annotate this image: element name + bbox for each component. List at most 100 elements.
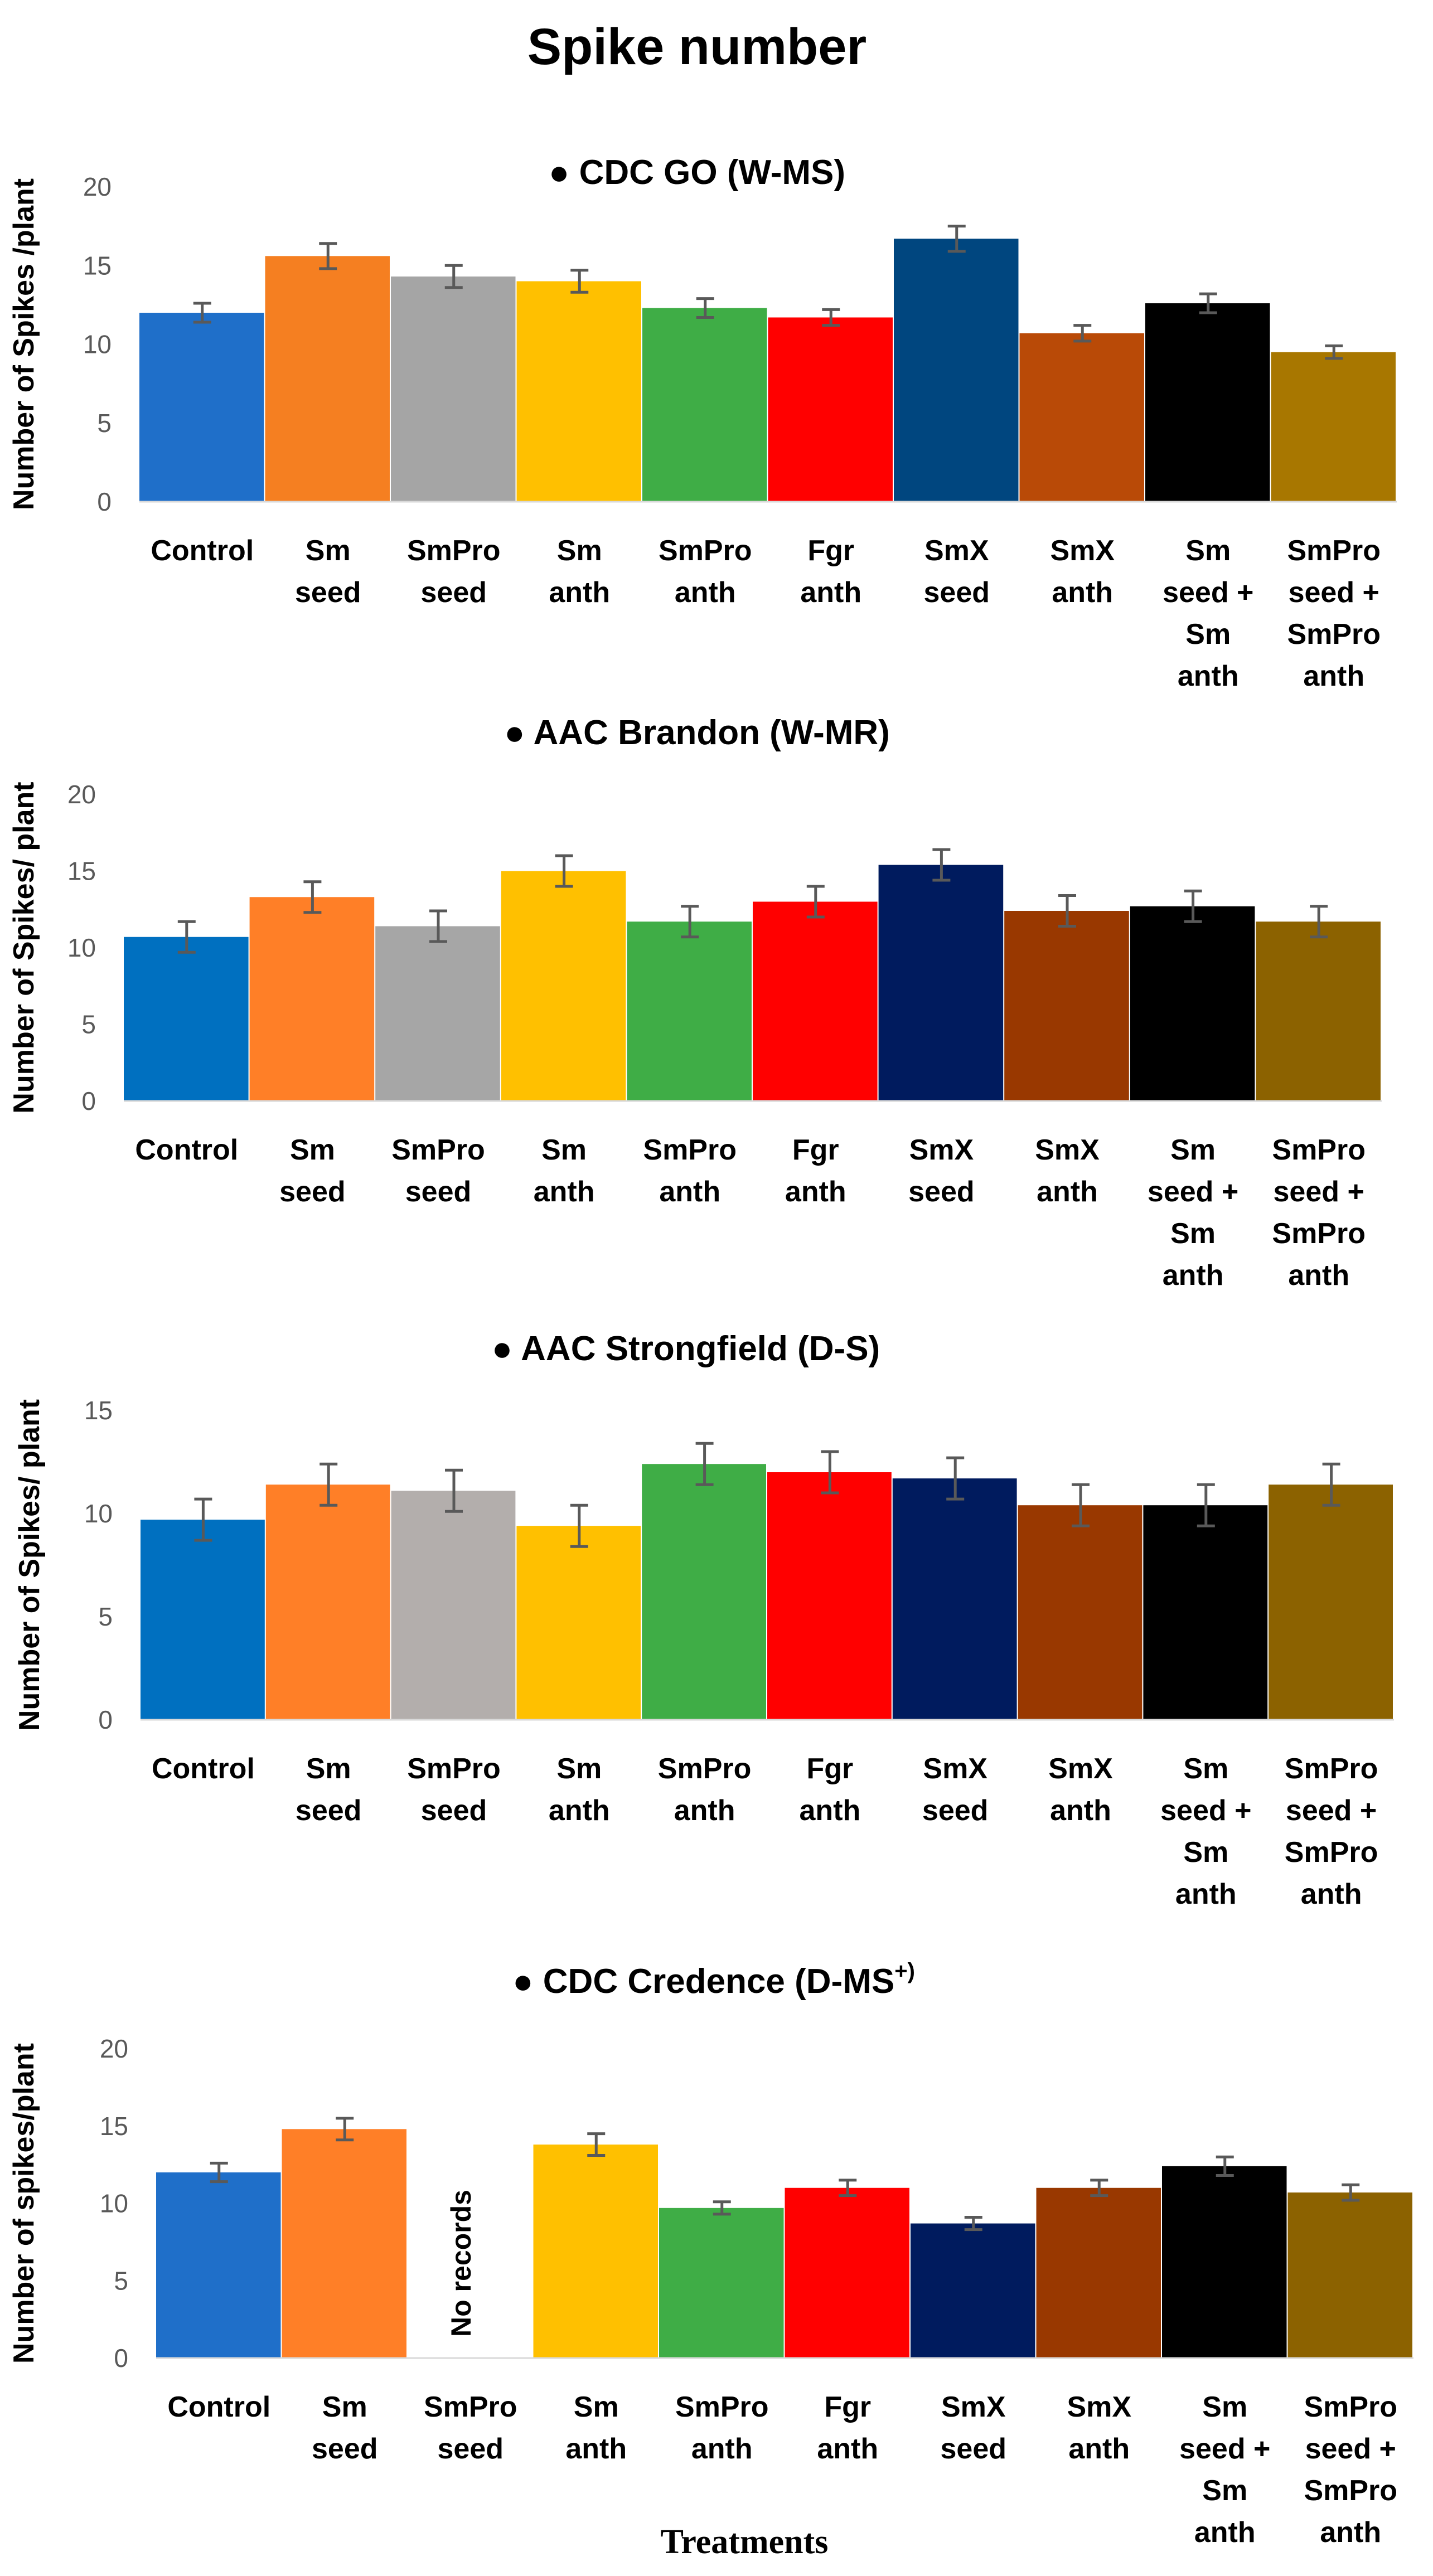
y-tick-label: 20 bbox=[83, 172, 112, 201]
bar bbox=[391, 1491, 516, 1720]
bar bbox=[894, 239, 1019, 502]
chart-title-superscript: +) bbox=[894, 1959, 915, 1983]
chart-title: ● AAC Strongfield (D-S) bbox=[492, 1330, 880, 1368]
chart-title-text: CDC Credence (D-MS bbox=[543, 1962, 894, 2001]
y-tick-label: 5 bbox=[81, 1010, 96, 1039]
category-label: Sm seed + Sm anth bbox=[1160, 1753, 1251, 1910]
chart-1: ● CDC GO (W-MS) 0 5 10 15 20 Number of Spikes … bbox=[8, 153, 1397, 692]
bar bbox=[516, 1526, 641, 1720]
y-axis-label: Number of Spikes/ plant bbox=[13, 1399, 46, 1731]
bar bbox=[767, 1472, 892, 1720]
y-tick-label: 5 bbox=[114, 2266, 128, 2295]
bar bbox=[1287, 2192, 1412, 2358]
bar bbox=[265, 256, 390, 502]
chart-title: ● CDC Credence (D-MS+) bbox=[512, 1959, 915, 2001]
category-label: Fgr anth bbox=[785, 1134, 846, 1208]
y-tick-label: 15 bbox=[67, 857, 96, 886]
figure-title: Spike number bbox=[527, 18, 866, 75]
category-label: SmPro anth bbox=[643, 1134, 737, 1208]
category-label: Sm seed bbox=[296, 1753, 362, 1827]
category-label: SmPro seed bbox=[407, 1753, 501, 1827]
bar bbox=[139, 313, 264, 502]
bar bbox=[533, 2145, 658, 2358]
bar bbox=[1019, 333, 1144, 502]
category-label: Fgr anth bbox=[800, 535, 861, 609]
category-label: SmX seed bbox=[922, 1753, 989, 1827]
category-label: Sm seed + Sm anth bbox=[1179, 2391, 1270, 2549]
bar bbox=[1130, 906, 1255, 1101]
category-label: Sm seed bbox=[279, 1134, 346, 1208]
y-tick-label: 10 bbox=[83, 330, 112, 359]
bar bbox=[892, 1478, 1017, 1720]
bar bbox=[1036, 2187, 1161, 2358]
chart-4: ● CDC Credence (D-MS+) 0 5 10 15 20 Number of … bbox=[8, 1959, 1413, 2549]
category-label: SmPro seed + SmPro anth bbox=[1304, 2391, 1397, 2549]
chart-title-text: AAC Strongfield (D-S) bbox=[521, 1330, 880, 1368]
y-axis-label: Number of Spikes/ plant bbox=[8, 782, 40, 1113]
bar bbox=[141, 1520, 265, 1720]
category-label: SmX anth bbox=[1067, 2391, 1131, 2465]
bar bbox=[627, 921, 752, 1101]
category-label: Sm anth bbox=[549, 1753, 610, 1827]
bar bbox=[1256, 921, 1381, 1101]
category-label: SmPro seed bbox=[424, 2391, 517, 2465]
category-label: Sm anth bbox=[565, 2391, 627, 2465]
category-label: SmX anth bbox=[1050, 535, 1115, 609]
bar bbox=[768, 317, 893, 502]
category-label: Sm seed bbox=[295, 535, 361, 609]
chart-title-text: AAC Brandon (W-MR) bbox=[534, 714, 890, 752]
bar bbox=[1271, 352, 1396, 502]
category-label: SmX anth bbox=[1048, 1753, 1113, 1827]
y-tick-label: 10 bbox=[67, 933, 96, 962]
category-label: SmX anth bbox=[1035, 1134, 1100, 1208]
bar bbox=[1004, 911, 1129, 1101]
bar bbox=[391, 276, 516, 502]
y-tick-label: 0 bbox=[114, 2344, 128, 2373]
bar bbox=[911, 2223, 1035, 2358]
y-tick-label: 5 bbox=[97, 409, 112, 438]
category-label: Sm seed + Sm anth bbox=[1148, 1134, 1238, 1292]
y-tick-label: 20 bbox=[100, 2034, 128, 2063]
category-label: SmPro anth bbox=[658, 1753, 752, 1827]
bar bbox=[878, 865, 1004, 1101]
bar bbox=[1143, 1505, 1268, 1720]
category-label: Sm anth bbox=[534, 1134, 595, 1208]
chart-title: ● AAC Brandon (W-MR) bbox=[504, 714, 890, 752]
bar bbox=[265, 1485, 390, 1720]
bar bbox=[249, 897, 375, 1101]
bar bbox=[375, 926, 500, 1101]
y-tick-label: 15 bbox=[100, 2112, 128, 2141]
bar bbox=[642, 1464, 766, 1720]
y-tick-label: 0 bbox=[98, 1705, 113, 1734]
bar bbox=[753, 901, 878, 1101]
category-label: Fgr anth bbox=[817, 2391, 878, 2465]
chart-3: ● AAC Strongfield (D-S) 0 5 10 15 Number of S… bbox=[13, 1330, 1394, 1910]
category-label: Control bbox=[152, 1753, 255, 1785]
no-records-note: No records bbox=[446, 2190, 477, 2337]
category-label: SmX seed bbox=[940, 2391, 1006, 2465]
bar bbox=[1145, 303, 1270, 502]
bar bbox=[156, 2172, 281, 2358]
chart-title-text: CDC GO (W-MS) bbox=[579, 153, 845, 192]
bar bbox=[124, 937, 249, 1101]
bar bbox=[659, 2208, 784, 2358]
y-tick-label: 0 bbox=[97, 487, 112, 516]
bar bbox=[1162, 2166, 1287, 2358]
bar bbox=[501, 871, 626, 1101]
bar bbox=[785, 2187, 909, 2358]
y-tick-label: 5 bbox=[98, 1602, 113, 1631]
y-axis-label: Number of Spikes /plant bbox=[8, 178, 40, 510]
category-label: Fgr anth bbox=[800, 1753, 861, 1827]
category-label: SmPro seed bbox=[407, 535, 501, 609]
y-tick-label: 15 bbox=[83, 251, 112, 280]
y-tick-label: 10 bbox=[100, 2189, 128, 2218]
category-label: SmPro anth bbox=[659, 535, 752, 609]
y-tick-label: 10 bbox=[84, 1499, 113, 1528]
y-axis-label: Number of spikes/plant bbox=[8, 2043, 40, 2364]
category-label: Control bbox=[167, 2391, 270, 2423]
category-label: SmPro seed bbox=[391, 1134, 485, 1208]
category-label: Control bbox=[151, 535, 254, 567]
bar bbox=[282, 2129, 406, 2358]
bar bbox=[1018, 1505, 1142, 1720]
